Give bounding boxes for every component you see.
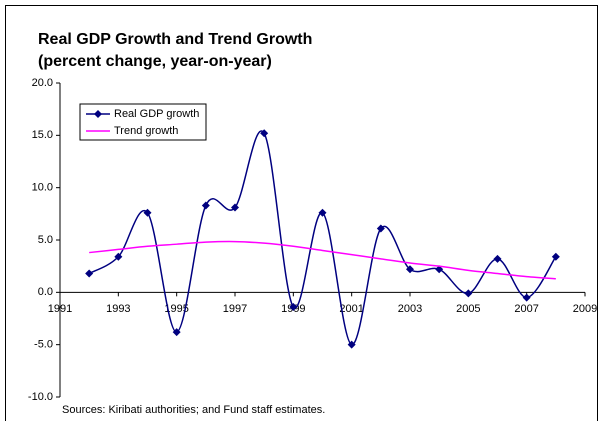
data-point (172, 328, 181, 337)
data-point (493, 254, 502, 263)
legend-marker (94, 110, 102, 118)
data-point (551, 252, 560, 261)
data-point (435, 265, 444, 274)
y-tick-label: -10.0 (28, 391, 53, 403)
series-line (88, 130, 557, 346)
x-tick-label: 1991 (48, 303, 72, 315)
source-note: Sources: Kiribati authorities; and Fund … (62, 404, 325, 416)
data-point (289, 302, 298, 311)
y-tick-label: 5.0 (38, 234, 53, 246)
y-tick-label: -5.0 (34, 339, 53, 351)
y-tick-label: 15.0 (32, 129, 53, 141)
data-point (376, 224, 385, 233)
x-tick-label: 2001 (339, 303, 363, 315)
data-point (260, 129, 269, 138)
chart-title: Real GDP Growth and Trend Growth (38, 31, 312, 48)
chart-subtitle: (percent change, year-on-year) (38, 53, 272, 70)
data-point (114, 252, 123, 261)
legend-label: Trend growth (114, 125, 178, 137)
x-tick-label: 1995 (164, 303, 188, 315)
data-point (522, 293, 531, 302)
x-tick-label: 2003 (398, 303, 422, 315)
data-point (201, 201, 210, 210)
x-tick-label: 2005 (456, 303, 480, 315)
data-point (85, 269, 94, 278)
x-tick-label: 2009 (573, 303, 597, 315)
data-point (406, 265, 414, 274)
y-tick-label: 10.0 (32, 182, 53, 194)
y-tick-label: 20.0 (32, 77, 53, 89)
data-point (464, 289, 473, 298)
legend-label: Real GDP growth (114, 108, 199, 120)
series-line (89, 240, 556, 280)
legend-box (79, 103, 207, 141)
data-point (347, 340, 356, 349)
data-point (231, 203, 239, 212)
frame (5, 5, 598, 421)
x-tick-label: 1997 (223, 303, 247, 315)
x-tick-label: 2007 (514, 303, 538, 315)
y-tick-label: 0.0 (38, 286, 53, 298)
data-point (318, 208, 327, 217)
data-point (143, 208, 152, 217)
x-tick-label: 1993 (106, 303, 130, 315)
